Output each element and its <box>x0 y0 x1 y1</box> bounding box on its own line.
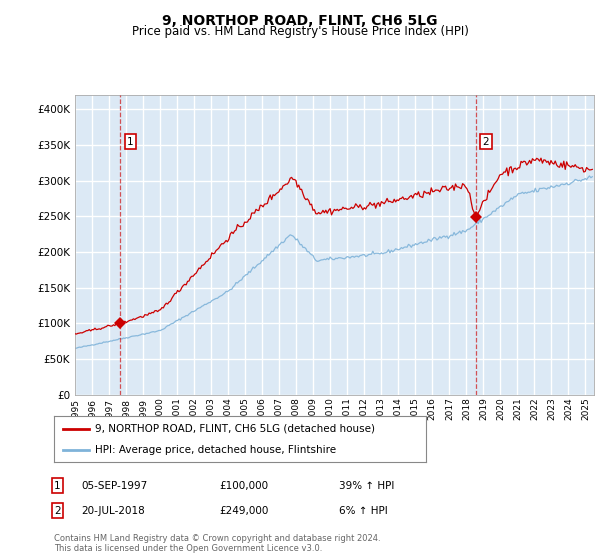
Text: 05-SEP-1997: 05-SEP-1997 <box>81 480 147 491</box>
Text: Price paid vs. HM Land Registry's House Price Index (HPI): Price paid vs. HM Land Registry's House … <box>131 25 469 38</box>
Text: 9, NORTHOP ROAD, FLINT, CH6 5LG: 9, NORTHOP ROAD, FLINT, CH6 5LG <box>162 14 438 28</box>
Text: 20-JUL-2018: 20-JUL-2018 <box>81 506 145 516</box>
Text: £100,000: £100,000 <box>219 480 268 491</box>
Text: Contains HM Land Registry data © Crown copyright and database right 2024.
This d: Contains HM Land Registry data © Crown c… <box>54 534 380 553</box>
Text: 6% ↑ HPI: 6% ↑ HPI <box>339 506 388 516</box>
Text: 2: 2 <box>482 137 489 147</box>
Text: 1: 1 <box>54 480 61 491</box>
Text: 1: 1 <box>127 137 134 147</box>
Text: HPI: Average price, detached house, Flintshire: HPI: Average price, detached house, Flin… <box>95 445 336 455</box>
Text: 39% ↑ HPI: 39% ↑ HPI <box>339 480 394 491</box>
Text: 2: 2 <box>54 506 61 516</box>
Text: 9, NORTHOP ROAD, FLINT, CH6 5LG (detached house): 9, NORTHOP ROAD, FLINT, CH6 5LG (detache… <box>95 424 375 434</box>
Text: £249,000: £249,000 <box>219 506 268 516</box>
